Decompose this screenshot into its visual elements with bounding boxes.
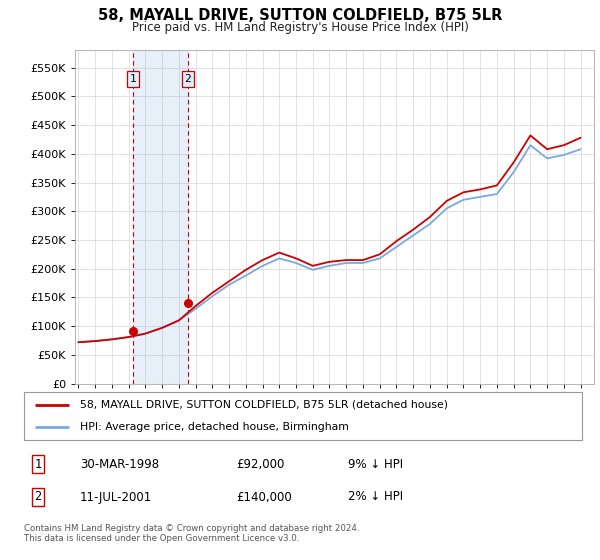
Text: 1: 1 [34, 458, 41, 470]
Text: HPI: Average price, detached house, Birmingham: HPI: Average price, detached house, Birm… [80, 422, 349, 432]
Bar [133, 50, 188, 384]
Text: £92,000: £92,000 [236, 458, 284, 470]
Text: 58, MAYALL DRIVE, SUTTON COLDFIELD, B75 5LR: 58, MAYALL DRIVE, SUTTON COLDFIELD, B75 … [98, 8, 502, 24]
Text: 2: 2 [34, 491, 41, 503]
Text: 1: 1 [130, 74, 136, 84]
Text: 11-JUL-2001: 11-JUL-2001 [80, 491, 152, 503]
Text: Price paid vs. HM Land Registry's House Price Index (HPI): Price paid vs. HM Land Registry's House … [131, 21, 469, 34]
Text: Contains HM Land Registry data © Crown copyright and database right 2024.
This d: Contains HM Land Registry data © Crown c… [24, 524, 359, 543]
Text: 2% ↓ HPI: 2% ↓ HPI [347, 491, 403, 503]
Text: 58, MAYALL DRIVE, SUTTON COLDFIELD, B75 5LR (detached house): 58, MAYALL DRIVE, SUTTON COLDFIELD, B75 … [80, 400, 448, 410]
Text: £140,000: £140,000 [236, 491, 292, 503]
Text: 2: 2 [184, 74, 191, 84]
Text: 9% ↓ HPI: 9% ↓ HPI [347, 458, 403, 470]
Text: 30-MAR-1998: 30-MAR-1998 [80, 458, 159, 470]
